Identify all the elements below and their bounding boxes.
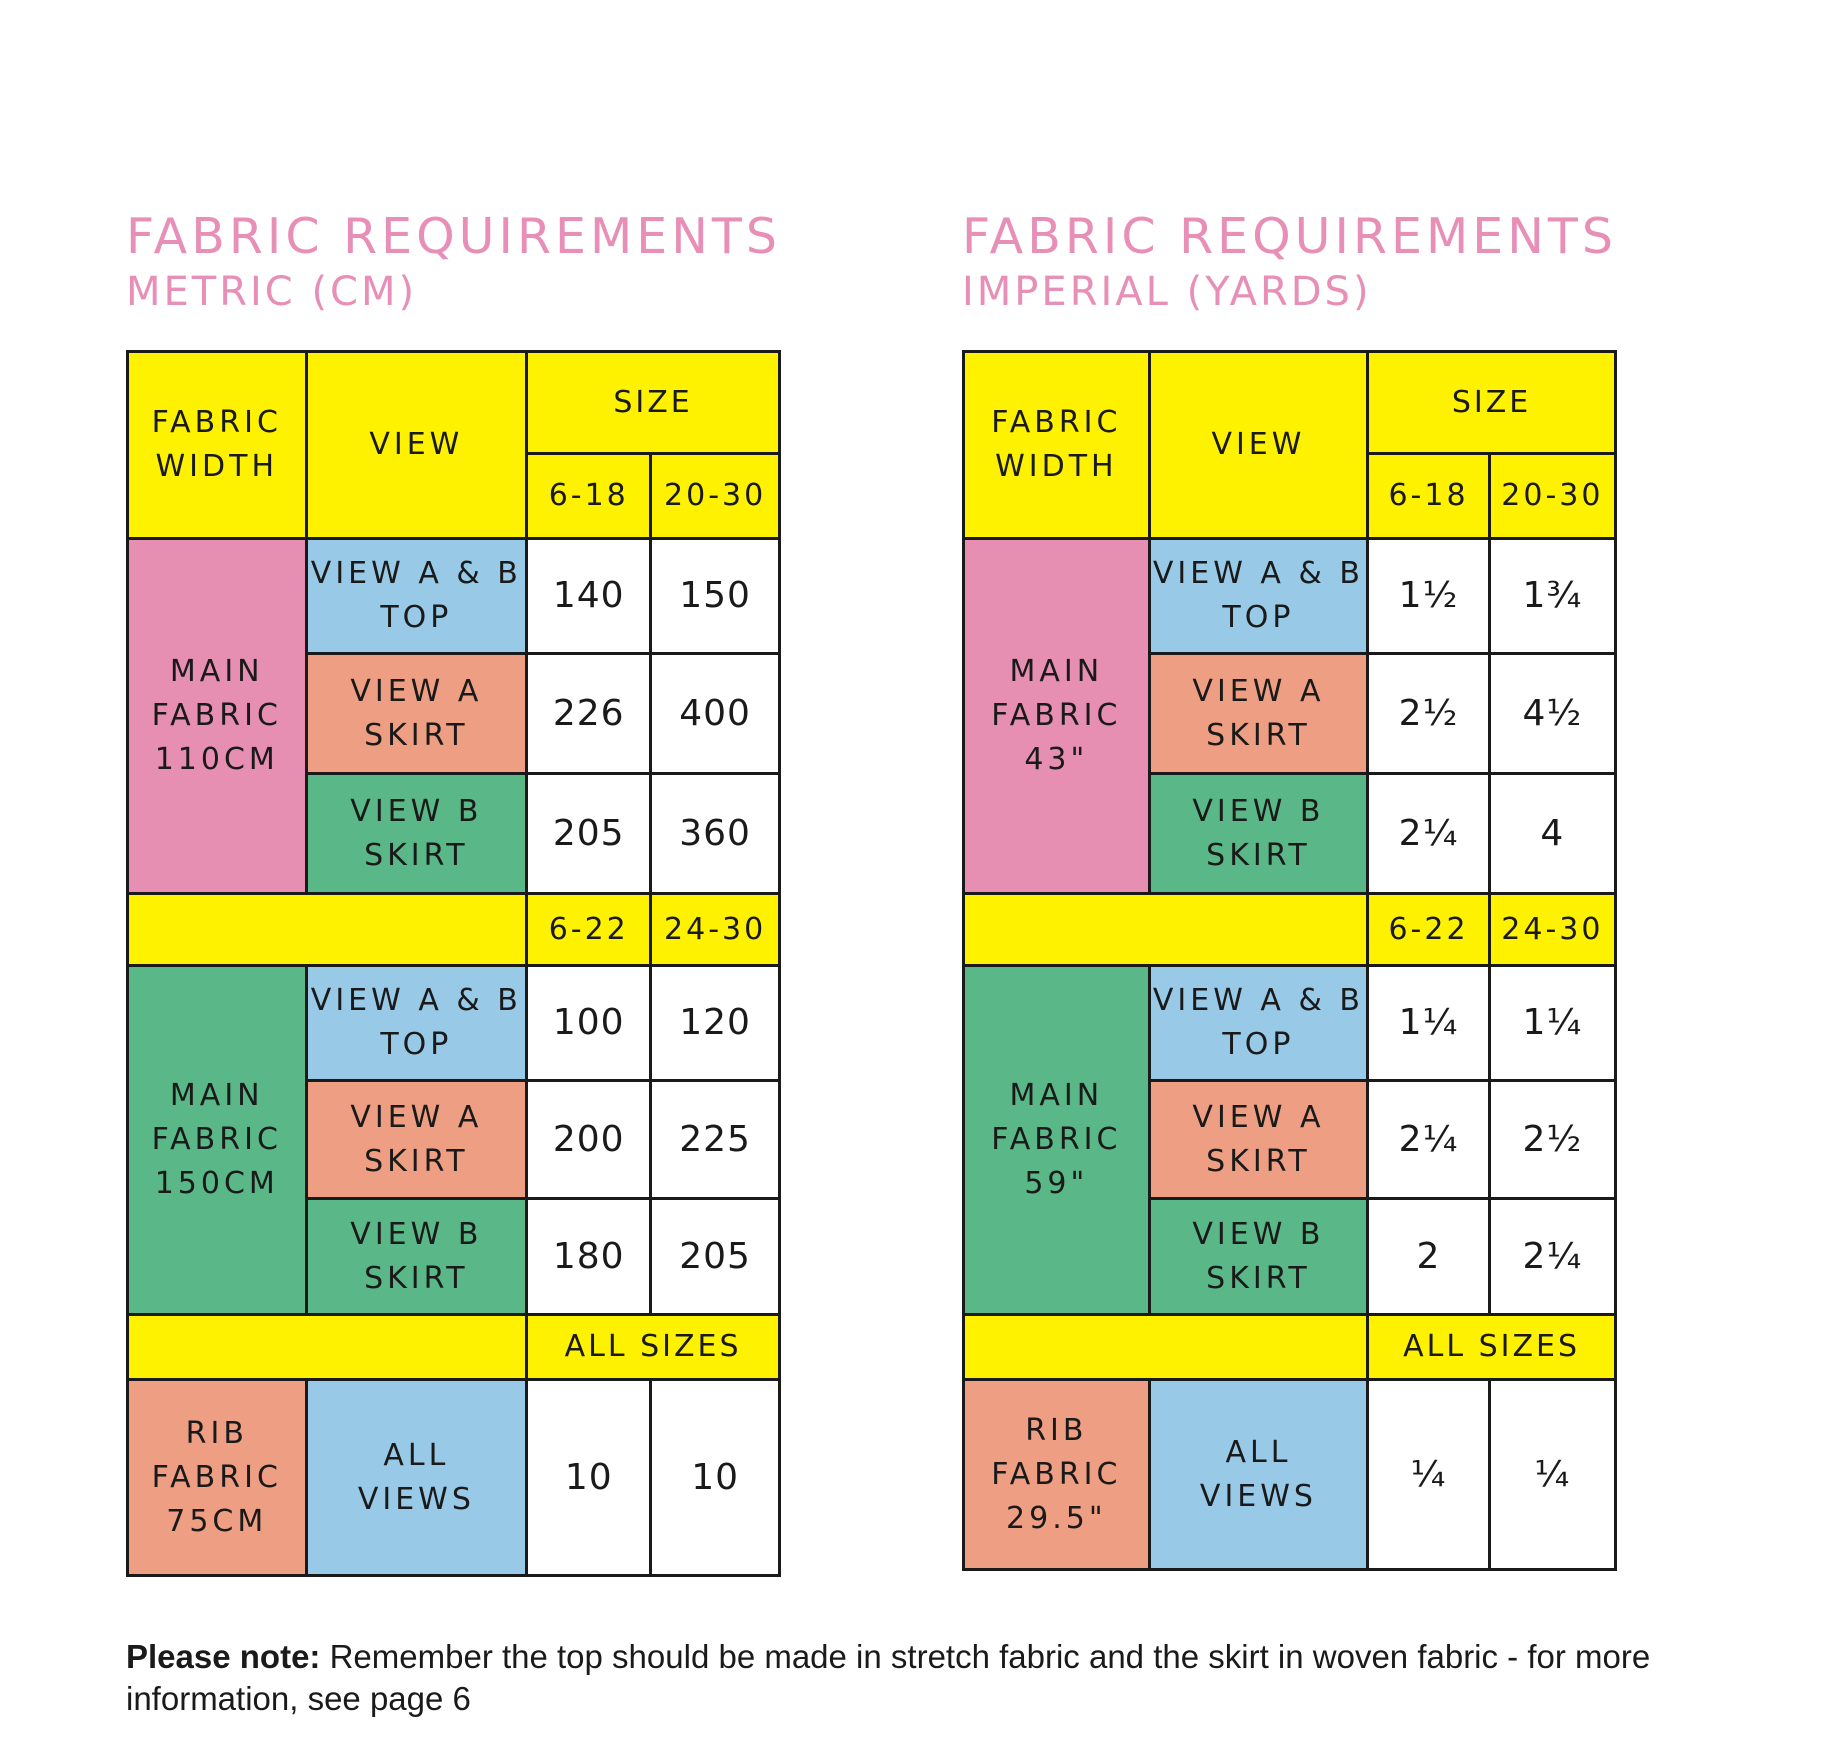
value-cell: 200 (525, 1079, 653, 1200)
value-cell: 205 (649, 1197, 781, 1316)
view-header: VIEW (1147, 350, 1370, 540)
value-cell: 1¾ (1487, 537, 1617, 655)
imperial-title: FABRIC REQUIREMENTS (962, 208, 1617, 265)
size-band-spacer (961, 892, 1370, 967)
value-cell: ¼ (1487, 1378, 1617, 1571)
value-cell: 205 (525, 772, 653, 895)
view-label: VIEW B SKIRT (1147, 1197, 1370, 1316)
value-cell: 100 (525, 964, 653, 1082)
metric-subtitle: METRIC (CM) (126, 269, 418, 315)
view-label: VIEW A SKIRT (304, 652, 529, 775)
main-fabric-150-label: MAIN FABRIC 150CM (126, 964, 308, 1316)
value-cell: 120 (649, 964, 781, 1082)
value-cell: 360 (649, 772, 781, 895)
value-cell: 4½ (1487, 652, 1617, 775)
value-cell: 2½ (1487, 1079, 1617, 1200)
view-label: ALL VIEWS (304, 1378, 529, 1577)
size-header: SIZE (1366, 350, 1617, 455)
fabric-width-header: FABRIC WIDTH (126, 350, 308, 540)
view-header: VIEW (304, 350, 529, 540)
size-col-b: 24-30 (1487, 892, 1617, 967)
view-label: VIEW A & B TOP (304, 537, 529, 655)
value-cell: 150 (649, 537, 781, 655)
imperial-section: FABRIC REQUIREMENTS IMPERIAL (YARDS) FAB… (961, 208, 1617, 1571)
size-band-spacer (961, 1313, 1370, 1381)
size-col-a: 6-22 (1366, 892, 1491, 967)
rib-fabric-label: RIB FABRIC 75CM (126, 1378, 308, 1577)
note-text: Remember the top should be made in stret… (126, 1638, 1651, 1717)
value-cell: 1½ (1366, 537, 1491, 655)
value-cell: 1¼ (1366, 964, 1491, 1082)
metric-section: FABRIC REQUIREMENTS METRIC (CM) FABRIC W… (125, 208, 781, 1577)
value-cell: 1¼ (1487, 964, 1617, 1082)
size-band-spacer (125, 892, 529, 967)
value-cell: 2¼ (1366, 772, 1491, 895)
size-col-a: 6-22 (525, 892, 653, 967)
imperial-table: FABRIC WIDTH VIEW SIZE 6-18 20-30 MAIN F… (961, 350, 1617, 1571)
value-cell: 180 (525, 1197, 653, 1316)
view-label: ALL VIEWS (1147, 1378, 1370, 1571)
view-label: VIEW B SKIRT (304, 772, 529, 895)
size-col-a: 6-18 (1366, 452, 1491, 540)
value-cell: 2½ (1366, 652, 1491, 775)
value-cell: 140 (525, 537, 653, 655)
value-cell: 4 (1487, 772, 1617, 895)
view-label: VIEW A & B TOP (1147, 537, 1370, 655)
view-label: VIEW B SKIRT (304, 1197, 529, 1316)
metric-title: FABRIC REQUIREMENTS (126, 208, 781, 265)
size-header: SIZE (525, 350, 781, 455)
value-cell: 2 (1366, 1197, 1491, 1316)
rib-fabric-label: RIB FABRIC 29.5" (962, 1378, 1151, 1571)
metric-table: FABRIC WIDTH VIEW SIZE 6-18 20-30 MAIN F… (125, 350, 781, 1577)
all-sizes-header: ALL SIZES (1366, 1313, 1617, 1381)
value-cell: 2¼ (1366, 1079, 1491, 1200)
view-label: VIEW A SKIRT (1147, 652, 1370, 775)
value-cell: 226 (525, 652, 653, 775)
value-cell: ¼ (1366, 1378, 1491, 1571)
value-cell: 10 (525, 1378, 653, 1577)
size-col-b: 20-30 (649, 452, 781, 540)
fabric-width-header: FABRIC WIDTH (962, 350, 1151, 540)
all-sizes-header: ALL SIZES (525, 1313, 781, 1381)
note-label: Please note: (126, 1638, 321, 1675)
imperial-subtitle: IMPERIAL (YARDS) (962, 269, 1372, 315)
view-label: VIEW A SKIRT (304, 1079, 529, 1200)
please-note: Please note: Remember the top should be … (126, 1636, 1746, 1720)
main-fabric-110-label: MAIN FABRIC 110CM (126, 537, 308, 895)
view-label: VIEW A & B TOP (1147, 964, 1370, 1082)
value-cell: 400 (649, 652, 781, 775)
value-cell: 10 (649, 1378, 781, 1577)
value-cell: 2¼ (1487, 1197, 1617, 1316)
view-label: VIEW A & B TOP (304, 964, 529, 1082)
main-fabric-43-label: MAIN FABRIC 43" (962, 537, 1151, 895)
size-col-b: 24-30 (649, 892, 781, 967)
size-col-a: 6-18 (525, 452, 653, 540)
size-col-b: 20-30 (1487, 452, 1617, 540)
value-cell: 225 (649, 1079, 781, 1200)
size-band-spacer (125, 1313, 529, 1381)
view-label: VIEW A SKIRT (1147, 1079, 1370, 1200)
view-label: VIEW B SKIRT (1147, 772, 1370, 895)
main-fabric-59-label: MAIN FABRIC 59" (962, 964, 1151, 1316)
